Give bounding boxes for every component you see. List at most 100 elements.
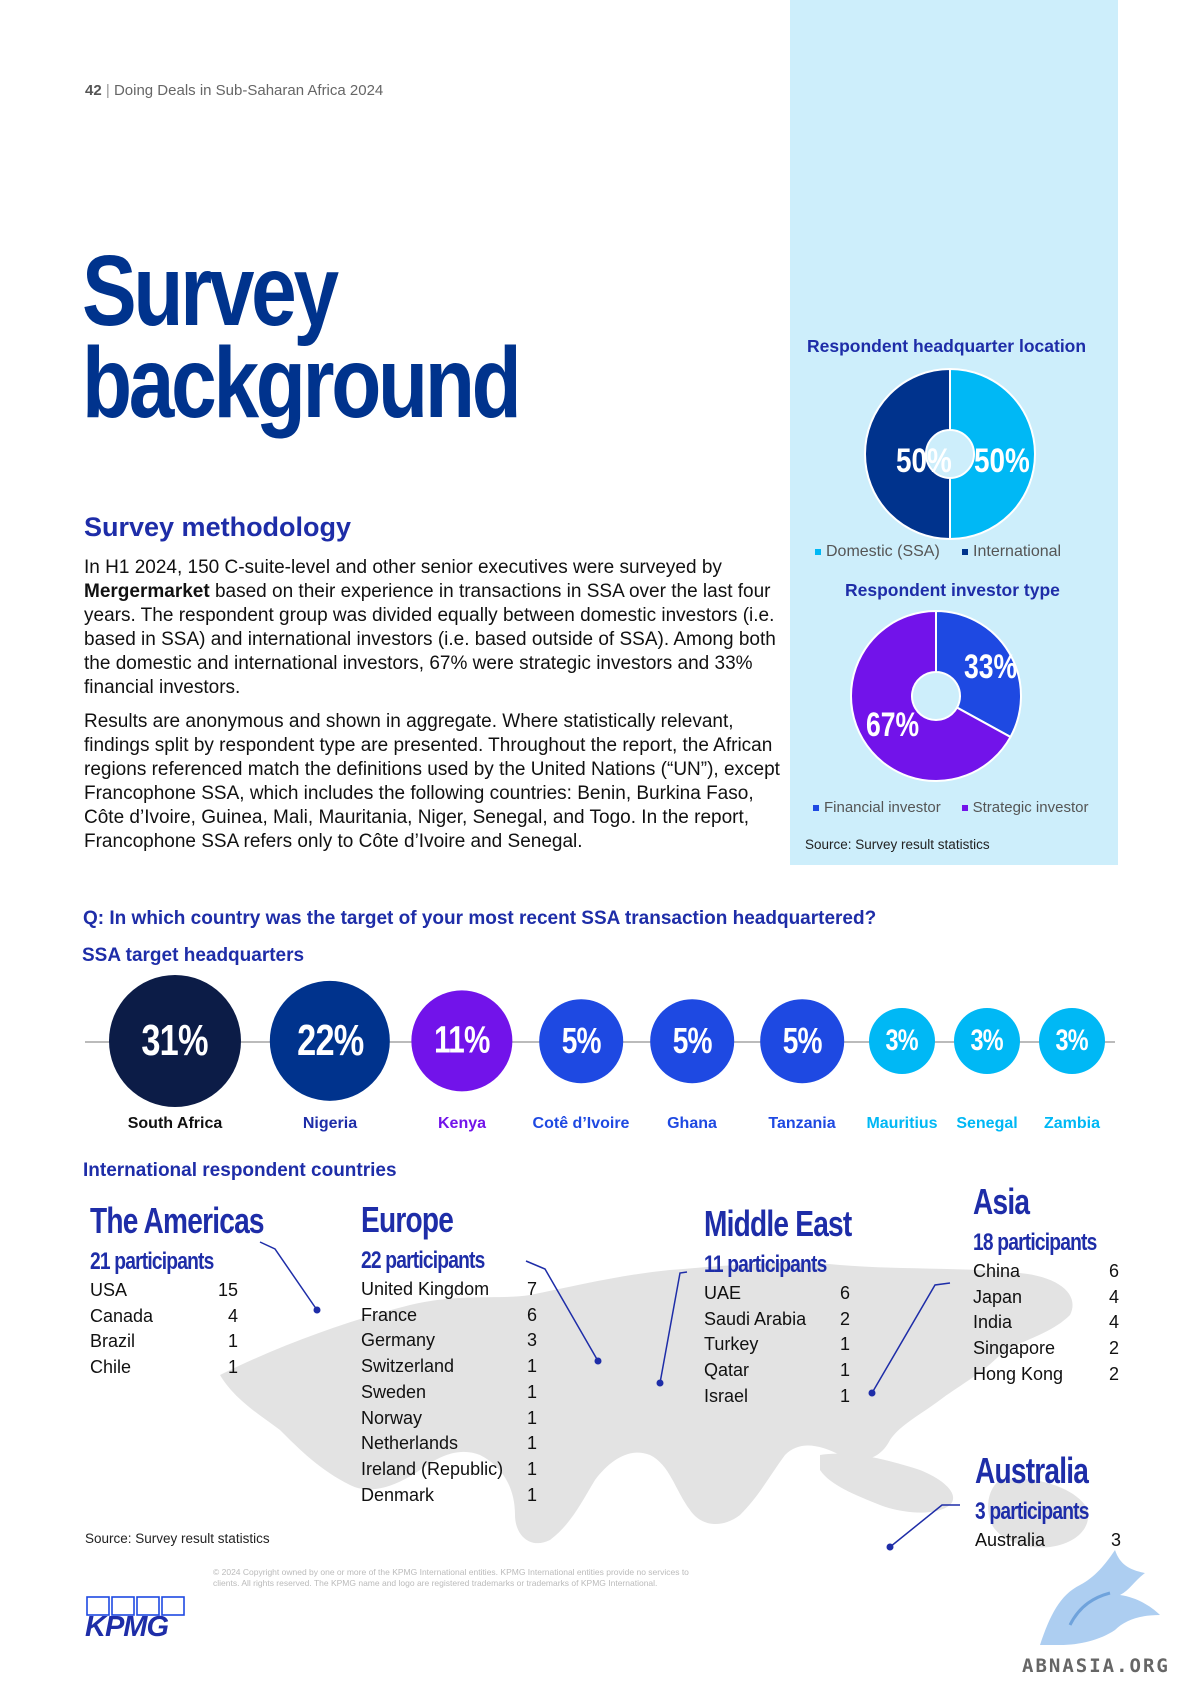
- world-map: [220, 1241, 1089, 1551]
- country-name: Germany: [361, 1330, 436, 1351]
- bubble-value: 5%: [561, 1020, 601, 1061]
- country-name: Ireland (Republic): [361, 1458, 504, 1479]
- bubble-5: 5%: [760, 999, 844, 1083]
- country-count: 4: [1108, 1286, 1119, 1307]
- legend-swatch-strategic: [961, 805, 968, 812]
- region-rows-middle-east: UAE 6 Saudi Arabia 2 Turkey 1 Qatar 1 Israel 1: [704, 1281, 850, 1410]
- region-title-asia: Asia: [973, 1181, 1030, 1222]
- country-count: 3: [526, 1330, 537, 1351]
- bubble-0: 31%: [109, 975, 241, 1107]
- country-count: 15: [217, 1280, 238, 1300]
- region-participants-asia: 18 participants: [973, 1229, 1097, 1256]
- bubble-value: 31%: [141, 1016, 209, 1065]
- bubble-4: 5%: [650, 999, 734, 1083]
- hq-location-legend: Domestic (SSA) International: [815, 543, 1061, 561]
- region-title-middle-east: Middle East: [704, 1203, 852, 1244]
- country-name: India: [973, 1312, 1013, 1333]
- legend-label-domestic: Domestic (SSA): [826, 543, 940, 560]
- title-line-1: Survey: [82, 235, 339, 347]
- country-row: United Kingdom 7: [361, 1277, 537, 1303]
- country-row: Brazil 1: [90, 1329, 238, 1355]
- bubble-label: Senegal: [956, 1115, 1018, 1132]
- country-name: Israel: [704, 1385, 749, 1406]
- country-name: Denmark: [361, 1484, 435, 1505]
- bubble-label: Zambia: [1043, 1115, 1101, 1132]
- country-name: Qatar: [704, 1360, 750, 1381]
- country-row: Sweden 1: [361, 1380, 537, 1406]
- country-name: Sweden: [361, 1381, 427, 1402]
- doc-title: Doing Deals in Sub-Saharan Africa 2024: [113, 82, 384, 99]
- country-name: Saudi Arabia: [704, 1308, 807, 1329]
- country-row: Israel 1: [704, 1384, 850, 1410]
- pie-label-domestic: 50%: [896, 441, 952, 479]
- region-rows-americas: USA 15 Canada 4 Brazil 1 Chile 1: [90, 1278, 238, 1381]
- country-name: United Kingdom: [361, 1279, 490, 1299]
- map-landmass-australia: [988, 1478, 1089, 1548]
- country-name: Netherlands: [361, 1433, 459, 1454]
- region-participants-europe: 22 participants: [361, 1247, 485, 1274]
- bubble-7: 3%: [954, 1008, 1020, 1074]
- country-count: 3: [1110, 1530, 1121, 1550]
- watermark-emblem: [1040, 1550, 1160, 1645]
- bubble-label: Ghana: [667, 1115, 717, 1132]
- methodology-paragraph-1: In H1 2024, 150 C-suite-level and other …: [84, 556, 784, 700]
- target-hq-heading: SSA target headquarters: [82, 945, 305, 966]
- region-europe: Europe 22 participants United Kingdom 7 Fr…: [361, 1199, 537, 1508]
- bottom-source: Source: Survey result statistics: [85, 1531, 270, 1546]
- intl-heading: International respondent countries: [83, 1160, 397, 1181]
- country-row: Ireland (Republic) 1: [361, 1457, 537, 1483]
- country-row: Hong Kong 2: [973, 1362, 1119, 1388]
- country-row: France 6: [361, 1303, 537, 1329]
- country-name: Australia: [975, 1530, 1046, 1550]
- region-participants-australia: 3 participants: [975, 1498, 1089, 1525]
- bubble-value: 11%: [434, 1019, 490, 1062]
- survey-question: Q: In which country was the target of yo…: [83, 908, 877, 929]
- region-participants-americas: 21 participants: [90, 1248, 214, 1275]
- country-count: 6: [526, 1304, 537, 1325]
- country-row: Switzerland 1: [361, 1354, 537, 1380]
- country-count: 1: [839, 1385, 850, 1406]
- bubble-value: 3%: [1055, 1024, 1089, 1057]
- legend-swatch-domestic: [815, 548, 821, 555]
- map-landmass-main: [220, 1262, 1073, 1544]
- region-participants-middle-east: 11 participants: [704, 1251, 827, 1278]
- country-count: 1: [839, 1360, 850, 1381]
- pie-label-strategic: 67%: [866, 706, 919, 744]
- country-row: Japan 4: [973, 1285, 1119, 1311]
- country-count: 1: [526, 1407, 537, 1428]
- country-name: UAE: [704, 1283, 742, 1303]
- country-count: 6: [1108, 1261, 1119, 1281]
- bubble-value: 3%: [885, 1024, 919, 1057]
- australia-pointer: [889, 1504, 960, 1548]
- bubble-8: 3%: [1039, 1008, 1105, 1074]
- bubble-value: 3%: [970, 1024, 1004, 1057]
- legend-label-international: International: [973, 543, 1062, 560]
- country-row: Qatar 1: [704, 1358, 850, 1384]
- region-asia: Asia 18 participants China 6 Japan 4 India 4 S…: [973, 1181, 1119, 1388]
- methodology-p1-b: based on their experience in transaction…: [84, 581, 776, 698]
- country-row: China 6: [973, 1259, 1119, 1285]
- country-name: Brazil: [90, 1331, 136, 1352]
- bubble-6: 3%: [869, 1008, 935, 1074]
- region-title-australia: Australia: [975, 1450, 1089, 1491]
- country-name: Singapore: [973, 1338, 1056, 1359]
- country-name: Norway: [361, 1407, 423, 1428]
- bubble-label: Tanzania: [768, 1115, 836, 1132]
- investor-type-donut: 33% 67%: [850, 609, 1022, 782]
- country-count: 1: [839, 1334, 850, 1355]
- middle-east-pointer: [659, 1271, 688, 1384]
- legend-label-strategic: Strategic investor: [972, 799, 1089, 816]
- country-name: Chile: [90, 1357, 132, 1378]
- page-header: 42 | Doing Deals in Sub-Saharan Africa 2…: [85, 82, 383, 99]
- panel-source: Source: Survey result statistics: [805, 837, 990, 852]
- country-row: India 4: [973, 1310, 1119, 1336]
- region-rows-europe: United Kingdom 7 France 6 Germany 3 Switzerlan…: [361, 1277, 537, 1508]
- methodology-body: In H1 2024, 150 C-suite-level and other …: [84, 556, 784, 864]
- middle-east-pointer-dot: [656, 1379, 664, 1387]
- country-row: Norway 1: [361, 1406, 537, 1432]
- country-count: 6: [839, 1283, 850, 1303]
- country-count: 4: [1108, 1312, 1119, 1333]
- country-name: Turkey: [704, 1334, 759, 1355]
- europe-pointer: [525, 1260, 599, 1362]
- kpmg-logo-boxes: [86, 1596, 185, 1616]
